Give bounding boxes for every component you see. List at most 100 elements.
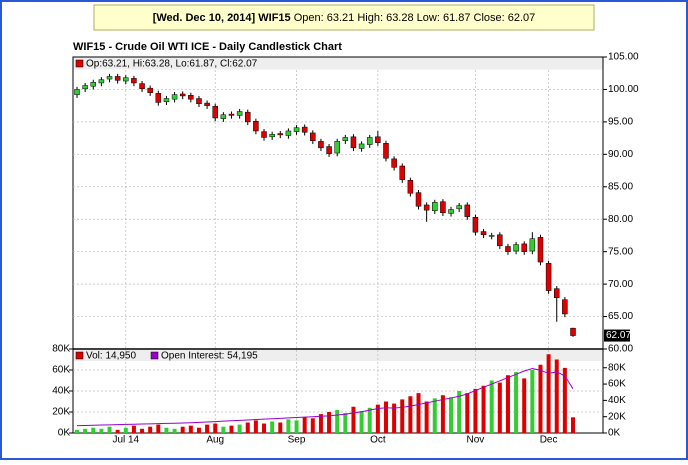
candle-body xyxy=(334,141,340,154)
candle-body xyxy=(448,209,454,214)
volume-bar xyxy=(400,399,405,433)
open-interest-line xyxy=(76,368,574,427)
candle-body xyxy=(553,288,560,298)
candle-body xyxy=(415,192,422,207)
y2-tick-label: 60K xyxy=(608,379,626,390)
volume-bar xyxy=(245,422,250,433)
volume-bar xyxy=(514,372,519,433)
candle-body xyxy=(537,237,544,263)
volume-bar xyxy=(530,370,535,433)
volume-bar xyxy=(538,364,543,433)
volume-bar xyxy=(262,423,267,433)
legend-swatch xyxy=(75,59,84,68)
candle-body xyxy=(204,102,210,106)
candle-body xyxy=(391,158,397,168)
header-symbol: WIF15 xyxy=(258,12,290,24)
legend-band xyxy=(73,57,603,70)
volume-bar xyxy=(229,425,234,433)
volume-bar xyxy=(294,420,299,433)
volume-bar xyxy=(367,407,372,433)
candle-body xyxy=(440,201,446,213)
candle-body xyxy=(472,217,479,233)
volume-bar xyxy=(375,404,380,433)
volume-bar xyxy=(351,406,356,433)
y-tick-label: 100.00 xyxy=(608,84,639,95)
volume-bar xyxy=(416,393,421,433)
header-quote: Open: 63.21 High: 63.28 Low: 61.87 Close… xyxy=(294,12,536,24)
y2-tick-label: 40K xyxy=(608,395,626,406)
y2-tick-label: 80K xyxy=(608,362,626,373)
volume-bar xyxy=(91,427,96,433)
candle-body xyxy=(366,137,373,145)
candle-body xyxy=(570,327,576,336)
volume-bar xyxy=(392,403,397,433)
candle-body xyxy=(114,76,121,81)
candle-body xyxy=(407,180,414,194)
volume-bar xyxy=(335,409,340,433)
volume-bar xyxy=(489,380,494,433)
candle-body xyxy=(277,133,284,136)
volume-bar xyxy=(424,401,429,433)
volume-bar xyxy=(205,424,210,433)
volume-bar xyxy=(343,413,348,433)
candle-body xyxy=(269,133,275,138)
candle-body xyxy=(253,120,259,132)
volume-bar xyxy=(83,428,88,433)
volume-bar xyxy=(196,427,201,433)
candle-body xyxy=(513,244,519,252)
candle-body xyxy=(423,204,430,211)
volume-bar xyxy=(99,428,104,433)
legend-swatch xyxy=(150,351,159,360)
y-tick-label: 80K xyxy=(52,344,70,355)
candle-body xyxy=(464,204,471,217)
volume-bar xyxy=(115,429,120,433)
candle-body xyxy=(139,83,145,90)
volume-bar xyxy=(546,354,551,433)
y-tick-label: 80.00 xyxy=(608,214,633,225)
candle-body xyxy=(488,235,495,237)
volume-bar xyxy=(253,420,258,433)
volume-bar xyxy=(237,424,242,433)
y-tick-label: 40K xyxy=(52,386,70,397)
volume-bar xyxy=(554,359,559,433)
volume-bar xyxy=(562,367,567,433)
last-price-box xyxy=(604,329,630,342)
candle-body xyxy=(505,246,511,252)
candle-body xyxy=(293,127,300,132)
x-tick-label: Oct xyxy=(370,435,386,446)
volume-bar xyxy=(481,385,486,433)
volume-bar xyxy=(473,388,478,433)
legend-band xyxy=(73,350,603,361)
candle-body xyxy=(342,137,349,141)
volume-bar xyxy=(522,378,527,433)
y-tick-label: 20K xyxy=(52,407,70,418)
x-tick-label: Aug xyxy=(206,435,224,446)
volume-bar xyxy=(180,426,185,433)
candle-body xyxy=(171,94,178,100)
y2-tick-label: 20K xyxy=(608,411,626,422)
volume-bar xyxy=(310,418,315,433)
volume-bar xyxy=(286,419,291,433)
candle-body xyxy=(74,89,80,95)
volume-bar xyxy=(123,427,128,433)
volume-bar xyxy=(213,423,218,433)
volume-bar xyxy=(449,397,454,433)
candle-body xyxy=(358,143,365,149)
volume-bar xyxy=(408,396,413,433)
header-box xyxy=(93,4,595,31)
x-tick-label: Sep xyxy=(288,435,306,446)
candle-body xyxy=(350,136,357,149)
y-tick-label: 60.00 xyxy=(608,344,633,355)
volume-bar xyxy=(140,428,145,433)
candle-body xyxy=(228,113,235,116)
candle-body xyxy=(480,231,487,236)
y-tick-label: 105.00 xyxy=(608,52,639,63)
candle-body xyxy=(310,132,316,141)
y-tick-label: 75.00 xyxy=(608,246,633,257)
volume-bar xyxy=(383,401,388,433)
candle-body xyxy=(90,82,97,87)
candle-body xyxy=(106,76,113,80)
volume-bar xyxy=(75,429,79,433)
volume-bar xyxy=(497,382,502,433)
volume-bar xyxy=(327,412,332,433)
